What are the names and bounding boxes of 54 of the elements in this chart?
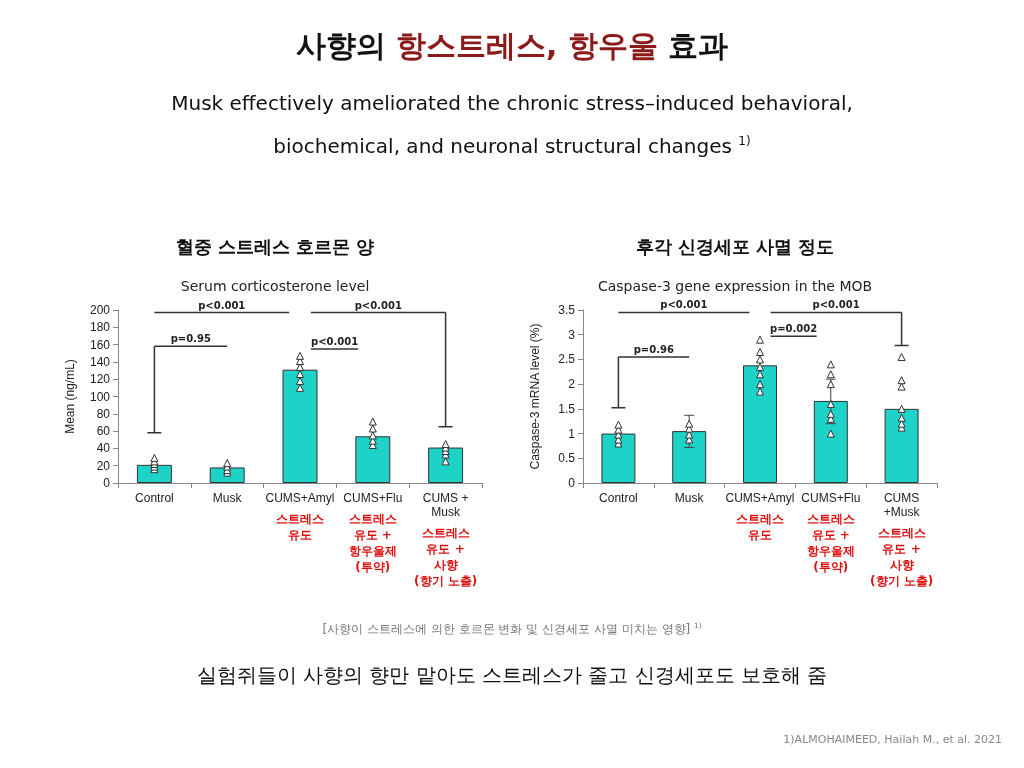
x-tick-label: Musk [212, 491, 243, 505]
x-tick-label: CUMS +Musk [883, 491, 921, 519]
y-tick-label: 1 [568, 426, 576, 441]
x-tick-label: CUMS+Flu [801, 491, 861, 505]
y-tick-label: 0.5 [558, 451, 576, 466]
text: 스트레스 유도 + 사향 (향기 노출) [414, 526, 478, 588]
y-tick-label: 120 [89, 372, 111, 387]
x-tick-label: CUMS+Flu [343, 491, 403, 505]
annotation: p=0.96 [633, 343, 674, 355]
x-tick-label: CUMS + Musk [422, 491, 469, 519]
y-axis-title: Mean (ng/mL) [63, 359, 77, 434]
y-tick-label: 60 [96, 424, 111, 439]
x-tick-label: Control [135, 491, 174, 505]
annotation: p=0.002 [770, 323, 818, 335]
y-tick-label: 2 [568, 377, 576, 392]
annotation: p=0.95 [170, 333, 211, 345]
annotation: p<0.001 [660, 299, 708, 311]
text: 1)ALMOHAIMEED, Hailah M., et al. 2021 [783, 733, 1002, 746]
y-tick-label: 140 [89, 354, 111, 369]
text: [사향이 스트레스에 의한 호르몬 변화 및 신경세포 사멸 미치는 영향] $^{1)}$ [321, 621, 703, 638]
text: 스트레스 유도 + 항우울제 (투약) [806, 512, 855, 574]
y-tick-label: 0 [103, 476, 111, 490]
y-tick-label: 180 [89, 320, 111, 335]
y-tick-label: 100 [89, 389, 111, 404]
chart-subtitle: Serum corticosterone level [180, 278, 370, 294]
annotation: p<0.001 [198, 299, 246, 311]
x-tick-label: CUMS+Amyl [265, 491, 335, 505]
text: 스트레스 유도 [276, 512, 324, 542]
text: 실험쥐들이 사향의 향만 맡아도 스트레스가 줄고 신경세포도 보호해 줌 [195, 662, 829, 689]
y-tick-label: 2.5 [558, 352, 576, 367]
y-tick-label: 20 [96, 458, 111, 473]
annotation: p<0.001 [310, 335, 359, 347]
annotation: p<0.001 [354, 299, 402, 311]
y-tick-label: 80 [96, 406, 111, 421]
text: 스트레스 유도 + 항우울제 (투약) [348, 512, 397, 574]
chart-title: 혈중 스트레스 호르몬 양 [175, 235, 375, 257]
y-tick-label: 200 [89, 303, 111, 317]
x-tick-label: Musk [674, 491, 705, 505]
y-tick-label: 160 [89, 337, 111, 352]
text: Musk effectively ameliorated the chronic stress–induced behavioral, biochemical, and neuronal structural changes $^{1)}$ [170, 90, 854, 160]
annotation: p<0.001 [812, 299, 860, 311]
text: 스트레스 유도 [736, 512, 784, 542]
y-axis-title: Caspase-3 mRNA level (%) [528, 323, 542, 470]
chart-subtitle: Caspase-3 gene expression in the MOB [597, 278, 873, 294]
y-tick-label: 40 [96, 441, 111, 456]
y-tick-label: 0 [568, 476, 576, 490]
x-tick-label: Control [599, 491, 638, 505]
text: 스트레스 유도 + 사향 (향기 노출) [870, 526, 934, 588]
chart-title: 후각 신경세포 사멸 정도 [635, 235, 835, 257]
y-tick-label: 3.5 [558, 303, 576, 317]
text: 사향의 항스트레스, 항우울 효과 [295, 28, 729, 63]
x-tick-label: CUMS+Amyl [725, 491, 795, 505]
y-tick-label: 3 [568, 327, 576, 342]
y-tick-label: 1.5 [558, 401, 576, 416]
